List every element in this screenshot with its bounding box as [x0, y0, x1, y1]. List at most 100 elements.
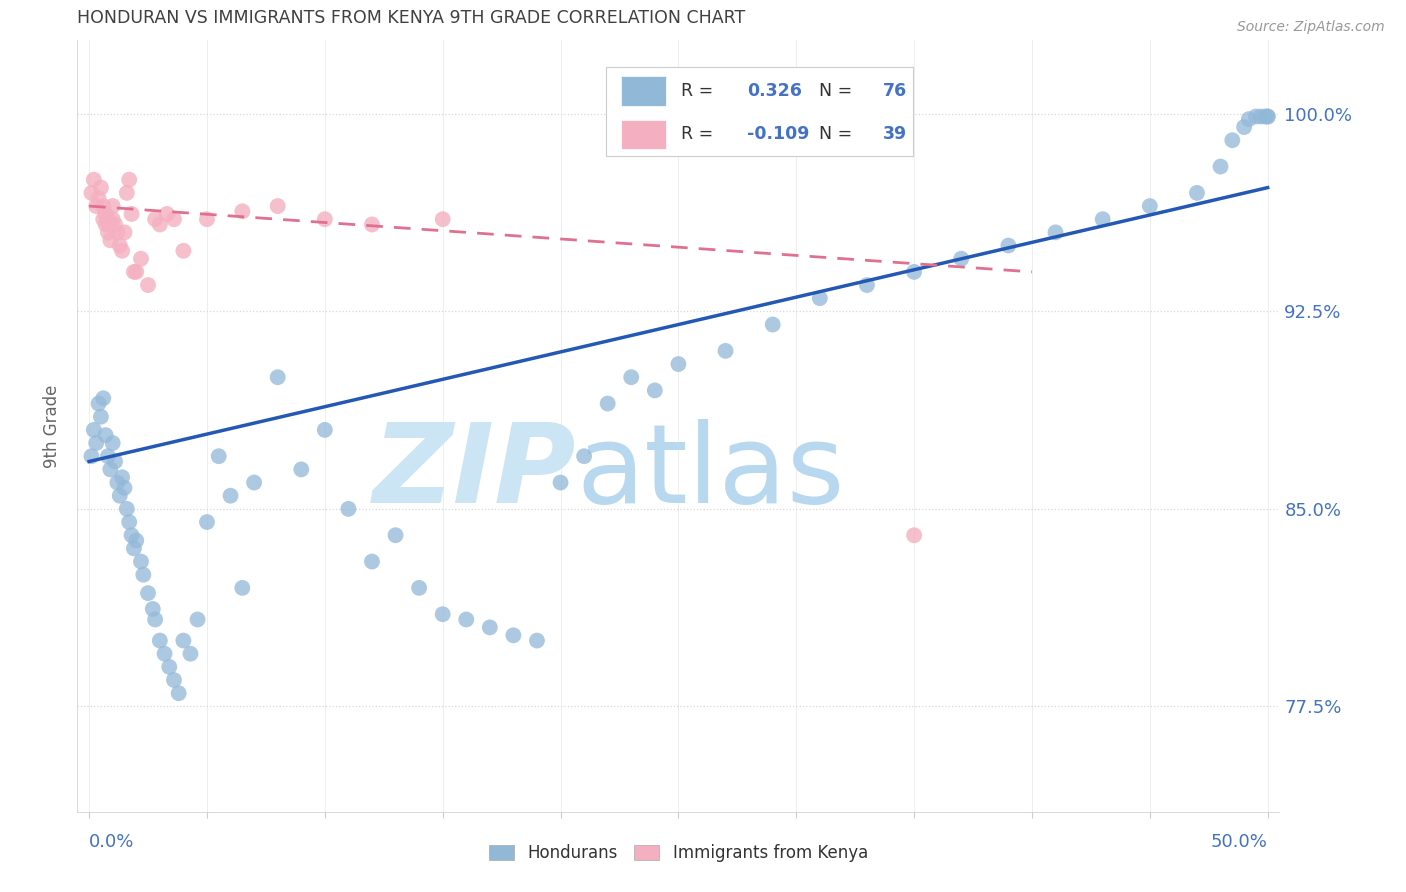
Point: [142, 602, 165, 616]
Point: [132, 567, 155, 582]
Point: [1233, 120, 1256, 134]
Point: [80, 186, 103, 200]
Point: [644, 384, 666, 398]
Point: [156, 207, 179, 221]
Point: [94, 218, 117, 232]
Y-axis label: 9th Grade: 9th Grade: [44, 384, 62, 467]
Point: [98, 233, 121, 247]
Point: [111, 244, 134, 258]
Point: [97, 226, 120, 240]
Point: [361, 218, 384, 232]
Point: [186, 612, 209, 626]
Point: [118, 515, 141, 529]
Point: [101, 436, 124, 450]
Point: [195, 212, 218, 227]
Point: [83, 423, 105, 437]
Point: [157, 660, 180, 674]
Point: [808, 291, 831, 305]
Point: [80, 449, 103, 463]
Point: [143, 212, 166, 227]
Point: [1244, 110, 1267, 124]
Text: 39: 39: [883, 125, 907, 144]
Point: [87, 191, 110, 205]
Point: [384, 528, 406, 542]
Point: [122, 541, 145, 556]
FancyBboxPatch shape: [606, 67, 912, 156]
Point: [267, 199, 290, 213]
Point: [290, 462, 312, 476]
Point: [1237, 112, 1260, 127]
Text: N =: N =: [820, 125, 858, 144]
Point: [90, 180, 112, 194]
Point: [114, 226, 136, 240]
Point: [1250, 110, 1272, 124]
Point: [114, 481, 136, 495]
Point: [620, 370, 643, 384]
Point: [1185, 186, 1208, 200]
Point: [91, 212, 114, 227]
Point: [1091, 212, 1114, 227]
Point: [83, 172, 105, 186]
Point: [195, 515, 218, 529]
Text: R =: R =: [681, 82, 718, 100]
Point: [550, 475, 572, 490]
Point: [478, 620, 501, 634]
Point: [108, 489, 131, 503]
Legend: Hondurans, Immigrants from Kenya: Hondurans, Immigrants from Kenya: [482, 838, 875, 869]
Point: [129, 555, 152, 569]
Point: [104, 218, 127, 232]
Point: [172, 244, 194, 258]
Point: [997, 238, 1019, 252]
Point: [1257, 110, 1279, 124]
Point: [97, 449, 120, 463]
Point: [596, 396, 619, 410]
Point: [167, 686, 190, 700]
Text: HONDURAN VS IMMIGRANTS FROM KENYA 9TH GRADE CORRELATION CHART: HONDURAN VS IMMIGRANTS FROM KENYA 9TH GR…: [77, 10, 745, 28]
Point: [762, 318, 785, 332]
Point: [84, 199, 107, 213]
Point: [101, 199, 124, 213]
Point: [125, 265, 148, 279]
Point: [1045, 226, 1067, 240]
Point: [125, 533, 148, 548]
Point: [163, 673, 186, 687]
Point: [101, 212, 124, 227]
Text: Source: ZipAtlas.com: Source: ZipAtlas.com: [1237, 20, 1385, 34]
Text: -0.109: -0.109: [747, 125, 810, 144]
Point: [572, 449, 595, 463]
Text: ZIP: ZIP: [373, 418, 576, 525]
Point: [179, 647, 201, 661]
Point: [314, 212, 336, 227]
Text: R =: R =: [681, 125, 718, 144]
Text: 0.0%: 0.0%: [89, 833, 135, 851]
Text: 76: 76: [883, 82, 907, 100]
Point: [87, 396, 110, 410]
Point: [97, 212, 120, 227]
Point: [903, 528, 925, 542]
Point: [1257, 110, 1279, 124]
Point: [231, 581, 253, 595]
Point: [267, 370, 290, 384]
Point: [1139, 199, 1161, 213]
Point: [115, 501, 138, 516]
Point: [98, 462, 121, 476]
FancyBboxPatch shape: [620, 77, 666, 106]
Point: [94, 428, 117, 442]
Point: [172, 633, 194, 648]
Point: [149, 218, 172, 232]
Point: [666, 357, 689, 371]
FancyBboxPatch shape: [620, 120, 666, 149]
Point: [361, 555, 384, 569]
Point: [243, 475, 266, 490]
Point: [456, 612, 478, 626]
Point: [111, 470, 134, 484]
Point: [314, 423, 336, 437]
Point: [90, 409, 112, 424]
Point: [526, 633, 548, 648]
Point: [502, 628, 524, 642]
Point: [121, 528, 143, 542]
Point: [118, 172, 141, 186]
Point: [108, 238, 131, 252]
Point: [122, 265, 145, 279]
Point: [98, 218, 121, 232]
